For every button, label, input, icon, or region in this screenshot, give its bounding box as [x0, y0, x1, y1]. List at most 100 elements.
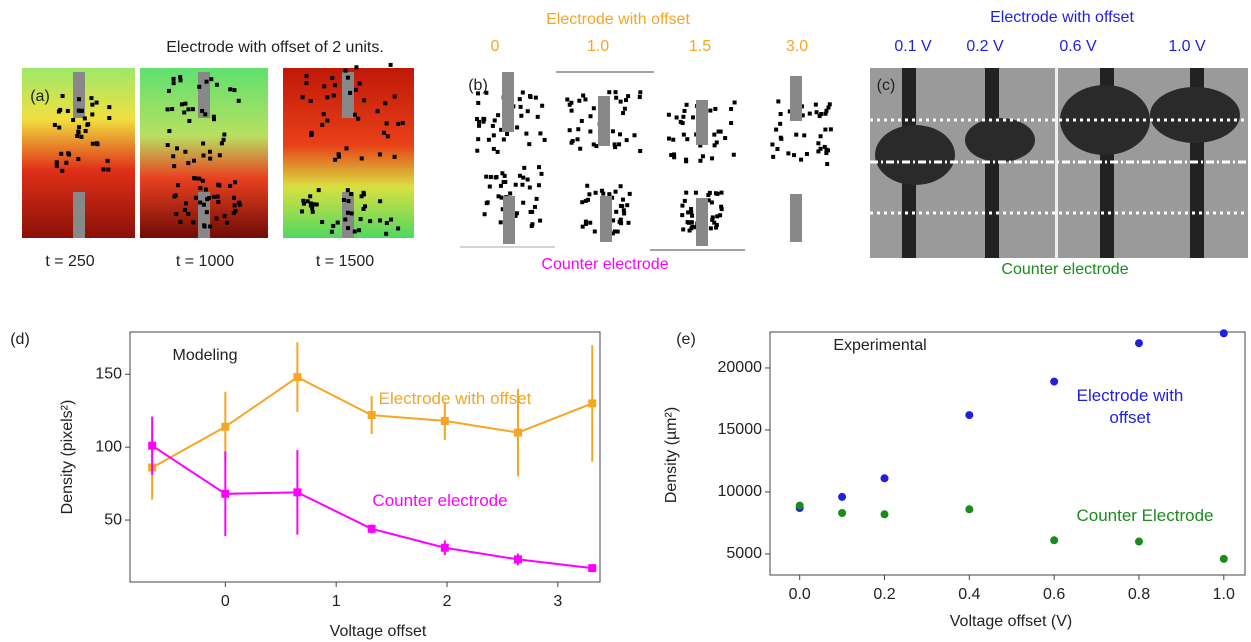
dot [710, 156, 715, 161]
dot [698, 158, 703, 163]
point [440, 416, 449, 425]
dot [198, 186, 203, 191]
dot [501, 180, 506, 185]
plot-frame [129, 331, 601, 583]
dot [325, 95, 330, 100]
dot [599, 188, 604, 193]
dot [621, 111, 626, 116]
dot [336, 152, 341, 157]
dot [400, 120, 405, 125]
dot [686, 220, 691, 225]
dot [518, 104, 523, 109]
dot [674, 115, 679, 120]
dot [618, 217, 623, 222]
dot [617, 142, 622, 147]
dot [482, 212, 487, 217]
dot [357, 228, 362, 233]
dot [343, 68, 348, 73]
dot [713, 106, 718, 111]
dot [714, 222, 719, 227]
dot [352, 229, 357, 234]
dot [672, 155, 677, 160]
dot [614, 209, 619, 214]
dot [330, 75, 335, 80]
dot [90, 102, 95, 107]
dot [363, 204, 368, 209]
dot [723, 136, 728, 141]
label: 3.0 [786, 38, 808, 55]
dot [232, 203, 237, 208]
dot [706, 198, 711, 203]
dot [476, 100, 481, 105]
dot [614, 95, 619, 100]
dot [827, 102, 832, 107]
dot [666, 136, 671, 141]
dot [197, 176, 202, 181]
dot [666, 112, 671, 117]
dot [383, 101, 388, 106]
dot [731, 152, 736, 157]
dot [228, 87, 233, 92]
dot [216, 199, 221, 204]
dot [816, 141, 821, 146]
dot [384, 221, 389, 226]
dot [320, 220, 325, 225]
dot [300, 209, 305, 214]
dot [591, 142, 596, 147]
dot [587, 192, 592, 197]
dot [64, 160, 69, 165]
dot [632, 133, 637, 138]
dot [576, 127, 581, 132]
point [221, 489, 230, 498]
dot [222, 214, 227, 219]
dot [496, 113, 501, 118]
dot [389, 217, 394, 222]
label: 1.0 V [1168, 38, 1206, 55]
dot [475, 117, 480, 122]
dot [533, 95, 538, 100]
dot [311, 202, 316, 207]
dot [586, 197, 591, 202]
dot [184, 201, 189, 206]
dot [577, 98, 582, 103]
dot [392, 94, 397, 99]
label: (e) [676, 331, 696, 348]
x-tick-label: 0.0 [789, 586, 811, 603]
dot [618, 132, 623, 137]
dot [332, 83, 337, 88]
dot [217, 183, 222, 188]
dot [76, 129, 81, 134]
point [1050, 377, 1059, 386]
label: 0 [491, 38, 500, 55]
dot [388, 62, 393, 67]
dot [620, 204, 625, 209]
dot [770, 142, 775, 147]
dot [172, 164, 177, 169]
dot [190, 107, 195, 112]
dot [521, 200, 526, 205]
y-tick-label: 50 [104, 511, 122, 528]
dot [714, 225, 719, 230]
dot [594, 144, 599, 149]
dot [807, 111, 812, 116]
dot [613, 145, 618, 150]
dot [800, 104, 805, 109]
dot [613, 189, 618, 194]
panel-c-images [870, 68, 1248, 258]
dot [106, 167, 111, 172]
dot [729, 107, 734, 112]
dot [484, 201, 489, 206]
dot [712, 132, 717, 137]
dot [165, 107, 170, 112]
dot [585, 183, 590, 188]
dot [60, 94, 65, 99]
dot [779, 136, 784, 141]
label: t = 250 [45, 253, 94, 270]
dot [802, 133, 807, 138]
dot [712, 220, 717, 225]
label: (c) [877, 77, 896, 94]
dot [321, 112, 326, 117]
dot [693, 190, 698, 195]
dot [314, 202, 319, 207]
dot [708, 108, 713, 113]
